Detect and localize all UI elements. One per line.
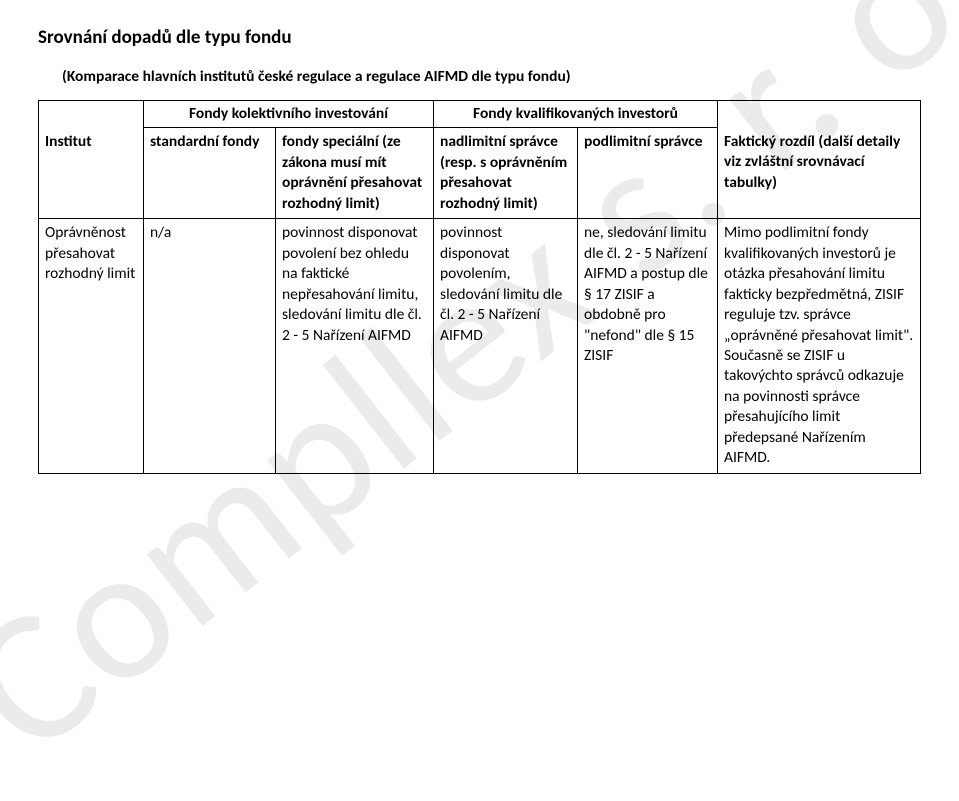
blank-cell bbox=[718, 101, 921, 128]
cell-nadlimitni: povinnost disponovat povolením, sledován… bbox=[434, 219, 578, 473]
page-subtitle: (Komparace hlavních institutů české regu… bbox=[62, 67, 921, 86]
cell-institut: Oprávněnost přesahovat rozhodný limit bbox=[39, 219, 144, 473]
page: Srovnání dopadů dle typu fondu (Komparac… bbox=[0, 0, 959, 474]
table-row: Oprávněnost přesahovat rozhodný limit n/… bbox=[39, 219, 921, 473]
page-title: Srovnání dopadů dle typu fondu bbox=[38, 26, 921, 49]
col-header-specialni: fondy speciální (ze zákona musí mít oprá… bbox=[276, 128, 434, 219]
blank-cell bbox=[39, 101, 144, 128]
table-row: Fondy kolektivního investování Fondy kva… bbox=[39, 101, 921, 128]
table-row: Institut standardní fondy fondy speciáln… bbox=[39, 128, 921, 219]
cell-podlimitni: ne, sledování limitu dle čl. 2 - 5 Naříz… bbox=[578, 219, 718, 473]
col-header-institut: Institut bbox=[39, 128, 144, 219]
comparison-table: Fondy kolektivního investování Fondy kva… bbox=[38, 100, 921, 474]
cell-standardni: n/a bbox=[144, 219, 276, 473]
cell-rozdil: Mimo podlimitní fondy kvalifikovaných in… bbox=[718, 219, 921, 473]
col-header-standardni: standardní fondy bbox=[144, 128, 276, 219]
cell-specialni: povinnost disponovat povolení bez ohledu… bbox=[276, 219, 434, 473]
col-header-nadlimitni: nadlimitní správce (resp. s oprávněním p… bbox=[434, 128, 578, 219]
group-header-kolektivni: Fondy kolektivního investování bbox=[144, 101, 434, 128]
col-header-podlimitni: podlimitní správce bbox=[578, 128, 718, 219]
col-header-rozdil: Faktický rozdíl (další detaily viz zvláš… bbox=[718, 128, 921, 219]
group-header-kvalifikovani: Fondy kvalifikovaných investorů bbox=[434, 101, 718, 128]
